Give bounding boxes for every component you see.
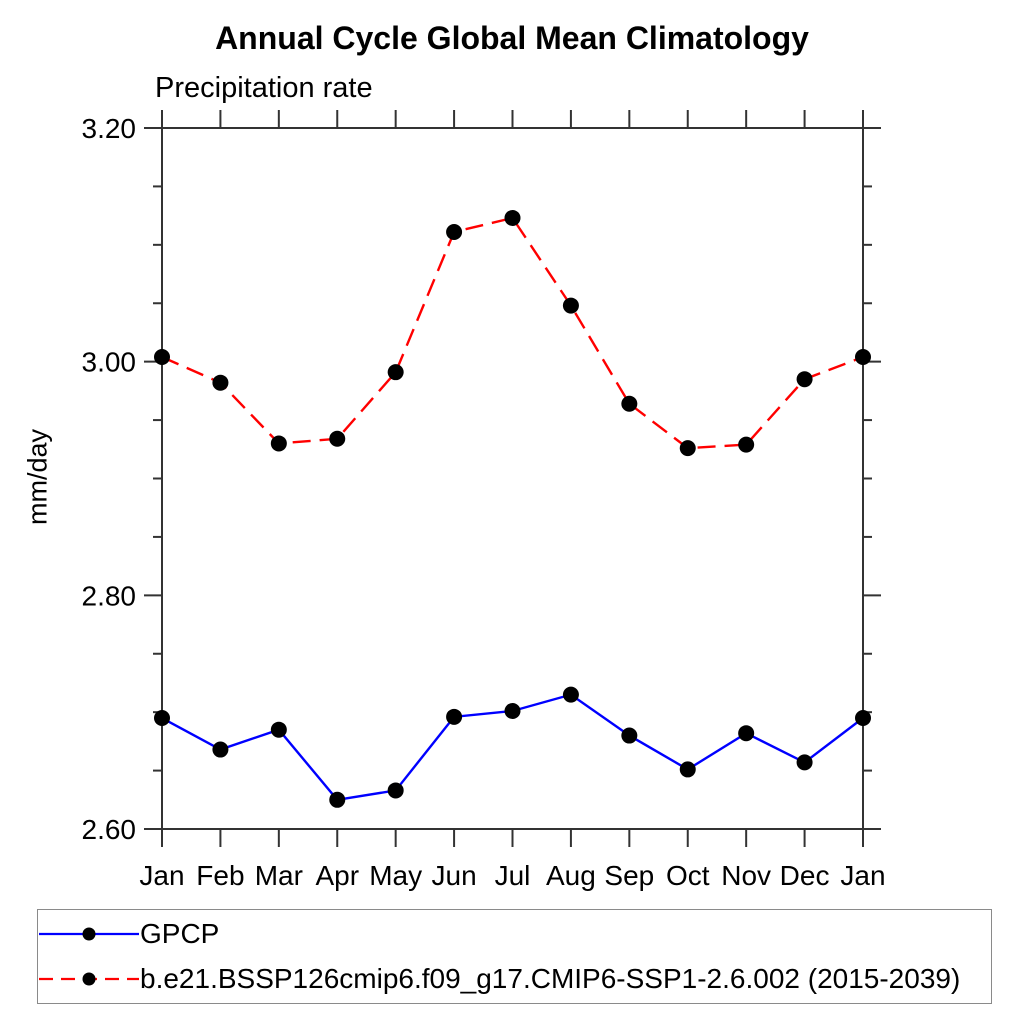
data-point-marker xyxy=(855,710,871,727)
data-point-marker xyxy=(562,297,579,314)
data-point-marker xyxy=(270,721,287,738)
chart-subtitle: Precipitation rate xyxy=(155,72,373,104)
data-point-marker xyxy=(446,223,463,240)
legend: GPCP b.e21.BSSP126cmip6.f09_g17.CMIP6-SS… xyxy=(37,909,992,1004)
data-point-marker xyxy=(562,686,579,703)
legend-item-gpcp: GPCP xyxy=(38,914,991,954)
x-tick-label: Apr xyxy=(315,860,359,891)
x-tick-label: Feb xyxy=(196,860,244,891)
data-point-marker xyxy=(504,209,521,226)
legend-line-sample-solid xyxy=(39,927,139,941)
data-point-marker xyxy=(154,710,170,727)
data-point-marker xyxy=(738,436,755,453)
x-tick-label: Aug xyxy=(546,860,596,891)
series-line-1 xyxy=(161,216,864,450)
data-point-marker xyxy=(504,702,521,719)
x-tick-label: Jul xyxy=(495,860,531,891)
y-tick-label: 2.80 xyxy=(82,580,137,611)
legend-sample-marker xyxy=(82,972,96,986)
data-point-marker xyxy=(387,782,404,799)
data-point-marker xyxy=(154,348,170,365)
plot-frame xyxy=(161,127,864,830)
data-point-marker xyxy=(679,761,696,778)
x-tick-label: Oct xyxy=(666,860,710,891)
data-point-marker xyxy=(621,395,638,412)
x-tick-label: Nov xyxy=(721,860,771,891)
data-point-marker xyxy=(270,435,287,452)
data-point-marker xyxy=(855,348,871,365)
legend-sample-marker xyxy=(82,927,96,941)
y-tick-label: 3.00 xyxy=(82,347,137,378)
data-point-marker xyxy=(387,364,404,381)
data-point-marker xyxy=(446,708,463,725)
data-point-marker xyxy=(796,754,813,771)
x-tick-label: May xyxy=(369,860,422,891)
legend-item-model: b.e21.BSSP126cmip6.f09_g17.CMIP6-SSP1-2.… xyxy=(38,959,991,999)
x-tick-label: Jun xyxy=(432,860,477,891)
x-tick-label: Dec xyxy=(780,860,830,891)
legend-label: b.e21.BSSP126cmip6.f09_g17.CMIP6-SSP1-2.… xyxy=(140,962,961,994)
x-tick-label: Mar xyxy=(255,860,303,891)
data-point-marker xyxy=(679,440,696,457)
x-tick-label: Sep xyxy=(604,860,654,891)
x-tick-label: Jan xyxy=(840,860,885,891)
data-point-marker xyxy=(796,371,813,388)
x-tick-label: Jan xyxy=(139,860,184,891)
y-tick-label: 2.60 xyxy=(82,814,137,845)
y-tick-label: 3.20 xyxy=(82,113,137,144)
data-point-marker xyxy=(738,725,755,742)
chart-title: Annual Cycle Global Mean Climatology xyxy=(215,20,809,56)
data-point-marker xyxy=(212,374,229,391)
legend-label: GPCP xyxy=(140,918,220,950)
legend-line-sample-dashed xyxy=(39,972,139,986)
data-point-marker xyxy=(621,727,638,744)
plot-area: Jan Feb Mar Apr May Jun Jul Aug Sep Oct Nov Dec Jan2… xyxy=(82,110,886,891)
data-point-marker xyxy=(329,430,346,447)
data-point-marker xyxy=(212,741,229,758)
data-point-marker xyxy=(329,791,346,808)
